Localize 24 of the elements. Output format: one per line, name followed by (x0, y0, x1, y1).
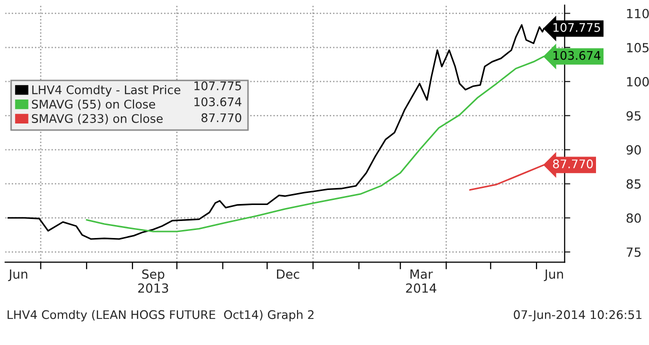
legend-label: SMAVG (233) on Close (32, 114, 163, 124)
y-tick-label: 100 (627, 77, 649, 86)
y-tick-label: 80 (626, 213, 641, 223)
x-tick-label: Jun (8, 270, 28, 282)
text: LHV4 Comdty (LEAN HOGS FUTURE Oct14) Graph 2 (8, 310, 314, 322)
x-tick-label: Dec (277, 270, 300, 279)
legend-label: SMAVG (55) on Close (32, 99, 156, 110)
x-tick-label: Mar 2014 (406, 270, 436, 293)
y-tick-label: 110 (627, 8, 649, 18)
text: 07-Jun-2014 10:26:51 (514, 310, 642, 322)
y-tick-label: 90 (626, 145, 641, 155)
y-tick-label: 95 (626, 111, 641, 121)
legend-label: LHV4 Comdty - Last Price (32, 85, 180, 97)
data-label: 107.775 (554, 23, 600, 32)
text: 87.770 (202, 113, 242, 122)
x-tick-label: Sep 2013 (138, 269, 168, 293)
text: 107.775 (194, 81, 241, 90)
y-tick-label: 105 (627, 42, 649, 52)
text: 103.674 (194, 97, 242, 106)
y-tick-label: 75 (626, 248, 641, 257)
data-label: 103.674 (554, 50, 600, 60)
data-label: 87.770 (553, 159, 593, 168)
x-tick-label: Jun (544, 270, 563, 282)
y-tick-label: 85 (626, 179, 641, 189)
